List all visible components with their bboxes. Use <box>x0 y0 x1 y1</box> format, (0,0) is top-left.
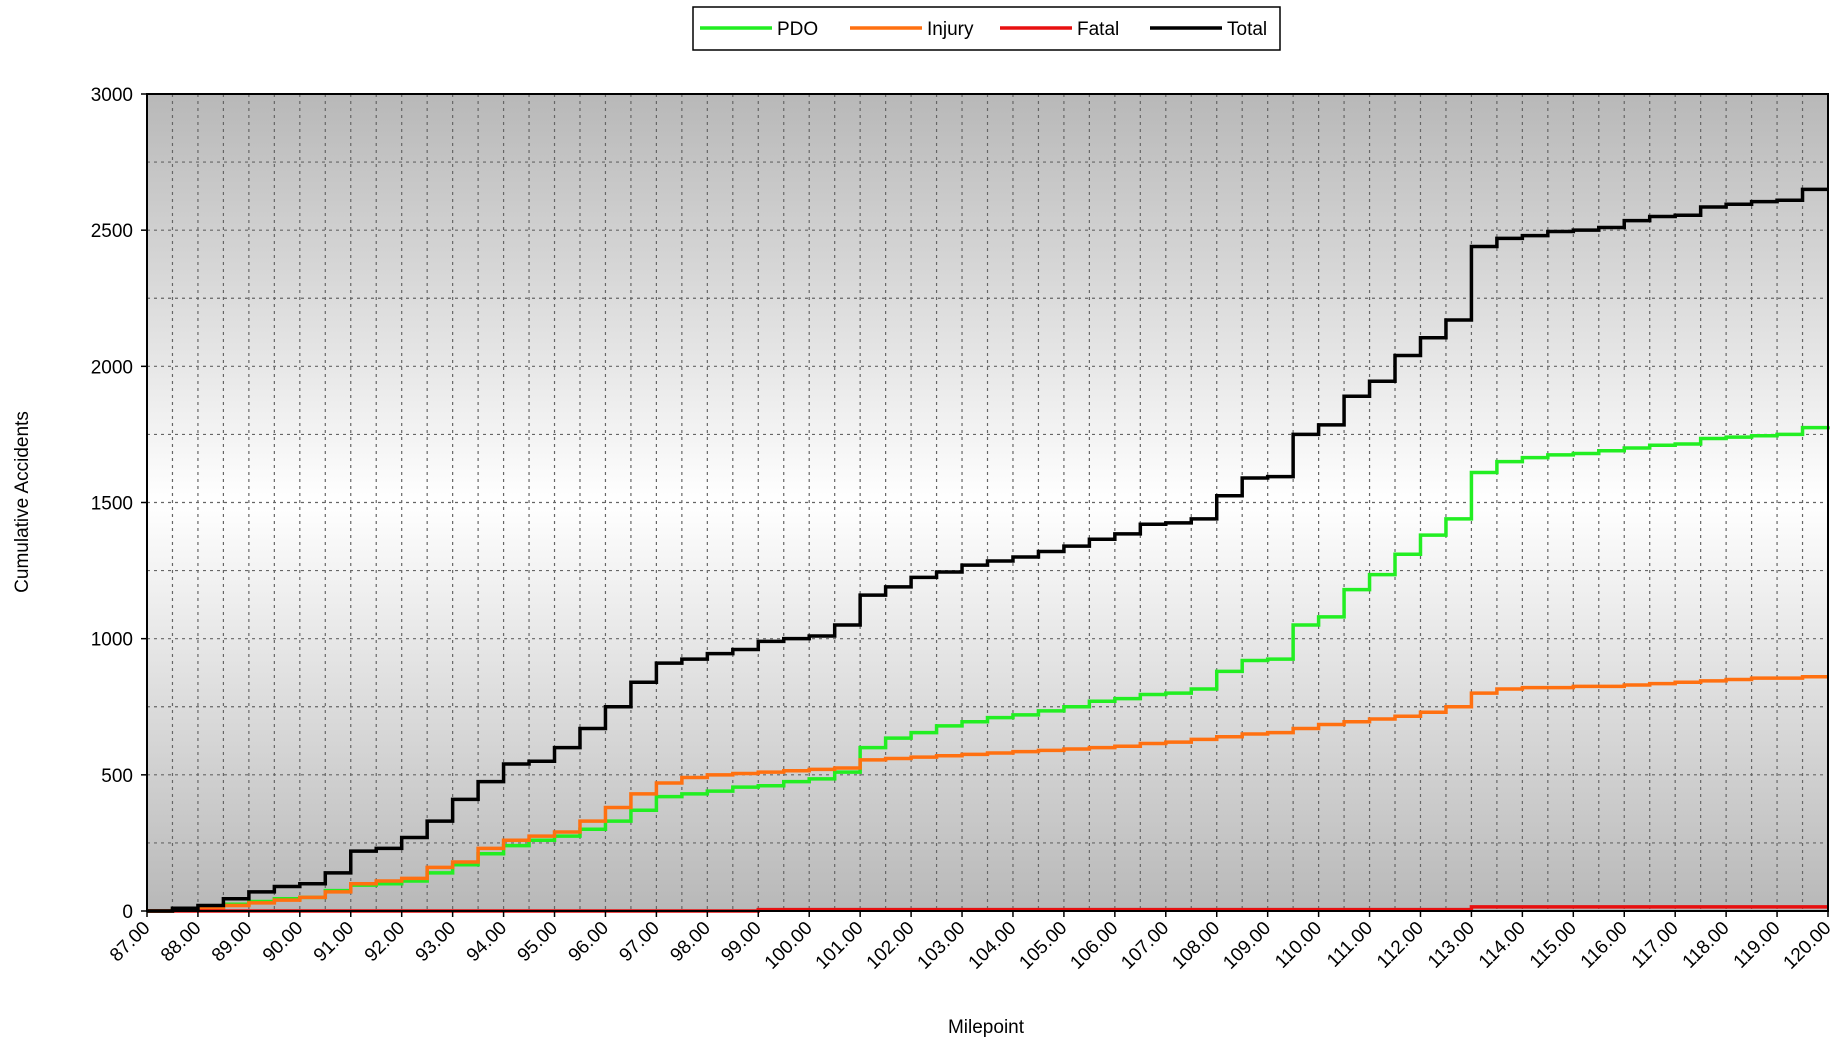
series-line <box>147 675 1828 913</box>
y-tick-label: 1000 <box>91 630 133 651</box>
x-tick-label: 92.00 <box>361 918 409 966</box>
x-tick-label: 115.00 <box>1526 918 1581 973</box>
x-tick-label: 119.00 <box>1730 918 1785 973</box>
x-tick-label: 93.00 <box>412 918 460 966</box>
x-tick-label: 107.00 <box>1117 918 1173 974</box>
x-tick-label: 98.00 <box>666 918 714 966</box>
y-tick-label: 500 <box>101 766 133 787</box>
x-tick-label: 101.00 <box>812 918 868 974</box>
x-tick-label: 88.00 <box>157 918 205 966</box>
legend-label: Fatal <box>1077 19 1119 40</box>
x-tick-label: 95.00 <box>514 918 562 966</box>
x-tick-label: 114.00 <box>1475 918 1530 973</box>
y-tick-label: 0 <box>122 902 133 923</box>
x-tick-label: 109.00 <box>1219 918 1275 974</box>
y-tick-label: 2500 <box>91 221 133 242</box>
y-tick-label: 2000 <box>91 357 133 378</box>
x-tick-label: 116.00 <box>1577 918 1632 973</box>
x-tick-label: 100.00 <box>761 918 817 974</box>
x-tick-label: 103.00 <box>914 918 970 974</box>
x-tick-label: 91.00 <box>310 918 358 966</box>
y-axis-label: Cumulative Accidents <box>12 411 33 593</box>
x-tick-label: 113.00 <box>1424 918 1479 973</box>
legend-label: Total <box>1227 19 1267 40</box>
x-tick-label: 112.00 <box>1373 918 1428 973</box>
legend-label: PDO <box>777 19 818 40</box>
x-tick-label: 120.00 <box>1780 918 1830 974</box>
x-tick-label: 117.00 <box>1628 918 1683 973</box>
x-tick-label: 89.00 <box>208 918 256 966</box>
x-tick-label: 104.00 <box>965 918 1021 974</box>
y-tick-label: 3000 <box>91 85 133 106</box>
x-tick-label: 94.00 <box>463 918 511 966</box>
x-tick-label: 118.00 <box>1679 918 1734 973</box>
x-tick-label: 96.00 <box>565 918 613 966</box>
x-axis-label: Milepoint <box>948 1017 1025 1038</box>
y-tick-label: 1500 <box>91 494 133 515</box>
x-tick-label: 87.00 <box>106 918 154 966</box>
x-tick-label: 102.00 <box>863 918 919 974</box>
x-tick-label: 99.00 <box>717 918 765 966</box>
series-line <box>147 187 1828 913</box>
x-tick-label: 111.00 <box>1323 918 1377 972</box>
x-tick-label: 90.00 <box>259 918 307 966</box>
x-tick-label: 97.00 <box>615 918 663 966</box>
x-tick-label: 106.00 <box>1066 918 1122 974</box>
x-tick-label: 108.00 <box>1168 918 1224 974</box>
legend-label: Injury <box>927 19 974 40</box>
x-tick-label: 105.00 <box>1015 918 1071 974</box>
x-tick-label: 110.00 <box>1271 918 1326 973</box>
